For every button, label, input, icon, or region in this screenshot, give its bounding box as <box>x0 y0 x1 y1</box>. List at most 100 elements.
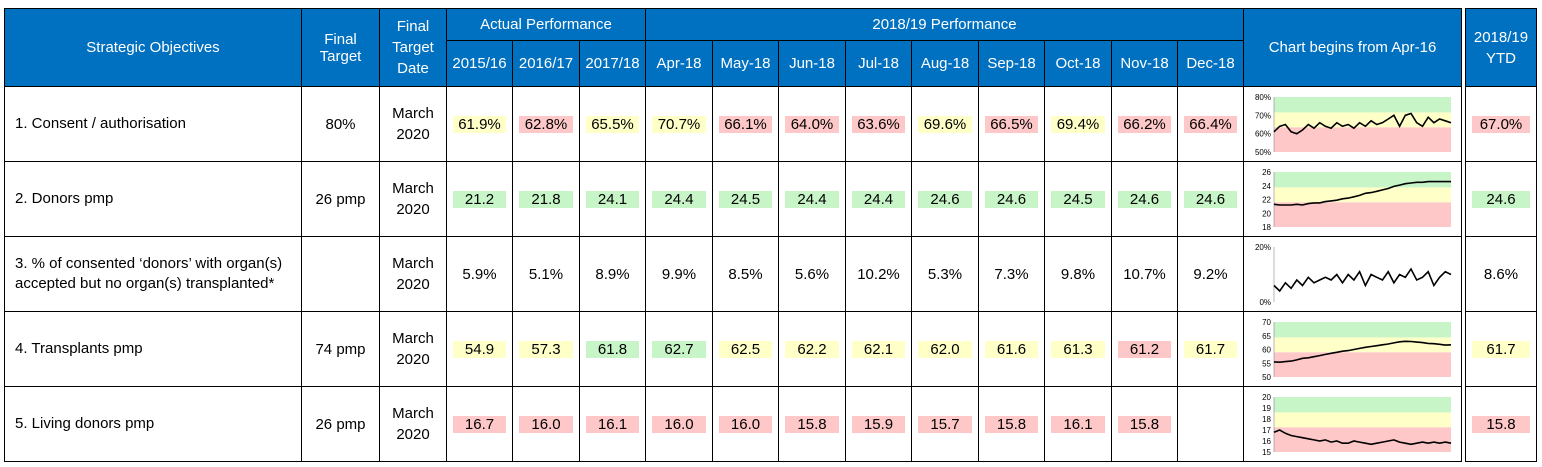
sparkline-chart: 26 24 22 20 18 <box>1262 168 1451 232</box>
objective-label: 4. Transplants pmp <box>4 311 302 387</box>
ytd-value: 67.0% <box>1472 115 1530 133</box>
value-cell: 24.6 <box>1118 190 1171 208</box>
header-ytd: 2018/19 YTD <box>1465 8 1537 87</box>
table-row: 3. % of consented ‘donors’ with organ(s)… <box>4 236 1537 312</box>
value-cell: 24.6 <box>1184 190 1237 208</box>
final-target <box>301 236 380 312</box>
table-row: 4. Transplants pmp 74 pmp March 2020 54.9 57… <box>4 311 1537 387</box>
y-tick-label: 18 <box>1262 415 1271 424</box>
value-cell: 69.4% <box>1051 115 1105 133</box>
value-cell: 5.9% <box>453 265 506 283</box>
header-final-target: Final Target <box>301 8 380 87</box>
series-line <box>1273 429 1452 446</box>
value-cell: 61.7 <box>1184 340 1237 358</box>
value-cell: 54.9 <box>453 340 506 358</box>
y-tick-label: 50 <box>1262 373 1271 382</box>
y-tick-label: 20 <box>1262 393 1271 402</box>
period-header: Jul-18 <box>845 40 912 87</box>
value-cell: 16.0 <box>519 415 573 433</box>
ytd-value: 61.7 <box>1472 340 1530 358</box>
period-header: Apr-18 <box>645 40 713 87</box>
series-line <box>1273 112 1452 135</box>
trend-chart-cell: 26 24 22 20 18 <box>1243 161 1462 237</box>
y-tick-label: 15 <box>1262 448 1271 457</box>
value-cell: 16.0 <box>652 415 706 433</box>
red-band <box>1274 127 1451 152</box>
y-tick-label: 19 <box>1262 404 1271 413</box>
y-tick-label: 24 <box>1262 182 1271 191</box>
y-tick-label: 50% <box>1255 148 1271 157</box>
value-cell: 21.8 <box>519 190 573 208</box>
y-tick-label: 20% <box>1255 243 1271 252</box>
value-cell: 66.5% <box>985 115 1038 133</box>
red-band <box>1274 352 1451 377</box>
value-cell: 65.5% <box>586 115 639 133</box>
y-tick-label: 17 <box>1262 426 1271 435</box>
header-2018-19-performance: 2018/19 Performance <box>645 8 1244 41</box>
series-line <box>1273 340 1452 364</box>
period-header: Oct-18 <box>1044 40 1112 87</box>
green-band <box>1274 397 1451 413</box>
value-cell: 66.1% <box>719 115 772 133</box>
period-header: Jun-18 <box>778 40 846 87</box>
sparkline-chart: 20 19 18 17 16 15 <box>1262 393 1452 457</box>
value-cell: 24.6 <box>985 190 1038 208</box>
yellow-band <box>1274 337 1451 353</box>
value-cell: 24.4 <box>852 190 905 208</box>
final-target: 74 pmp <box>301 311 380 387</box>
value-cell: 15.8 <box>785 415 839 433</box>
green-band <box>1274 172 1451 188</box>
final-target-date: March 2020 <box>379 161 447 237</box>
red-band <box>1274 202 1451 227</box>
y-tick-label: 22 <box>1262 196 1271 205</box>
period-header: Aug-18 <box>911 40 979 87</box>
performance-table: Strategic Objectives Final Target Final … <box>4 8 1537 462</box>
trend-chart-cell: 80% 70% 60% 50% <box>1243 86 1462 162</box>
value-cell: 16.1 <box>1051 415 1105 433</box>
value-cell: 10.7% <box>1118 265 1171 283</box>
period-header: 2016/17 <box>512 40 580 87</box>
sparkline-chart: 70 65 60 55 50 <box>1262 318 1452 382</box>
value-cell: 61.2 <box>1118 340 1171 358</box>
value-cell: 8.5% <box>719 265 772 283</box>
period-header: Sep-18 <box>978 40 1045 87</box>
value-cell: 64.0% <box>785 115 839 133</box>
ytd-value: 24.6 <box>1472 190 1530 208</box>
y-tick-label: 16 <box>1262 437 1271 446</box>
table-row: 2. Donors pmp 26 pmp March 2020 21.2 21.8 24.… <box>4 161 1537 237</box>
ytd-value: 8.6% <box>1472 265 1530 283</box>
value-cell: 24.5 <box>719 190 772 208</box>
table-row: 1. Consent / authorisation 80% March 2020 6… <box>4 86 1537 162</box>
value-cell: 9.9% <box>652 265 706 283</box>
green-band <box>1274 322 1451 338</box>
period-header: Dec-18 <box>1177 40 1244 87</box>
value-cell: 66.4% <box>1184 115 1237 133</box>
final-target-date: March 2020 <box>379 86 447 162</box>
final-target: 80% <box>301 86 380 162</box>
ytd-value: 15.8 <box>1472 415 1530 433</box>
value-cell: 16.1 <box>586 415 639 433</box>
series-line <box>1273 180 1451 206</box>
value-cell: 24.4 <box>652 190 706 208</box>
objective-label: 2. Donors pmp <box>4 161 302 237</box>
value-cell: 66.2% <box>1118 115 1171 133</box>
value-cell: 15.7 <box>918 415 972 433</box>
header-chart-caption: Chart begins from Apr-16 <box>1243 8 1462 87</box>
value-cell: 7.3% <box>985 265 1038 283</box>
value-cell: 61.6 <box>985 340 1038 358</box>
value-cell: 61.8 <box>586 340 639 358</box>
value-cell: 10.2% <box>852 265 905 283</box>
value-cell: 16.7 <box>453 415 506 433</box>
value-cell: 62.0 <box>918 340 972 358</box>
yellow-band <box>1274 412 1451 428</box>
value-cell: 62.5 <box>719 340 772 358</box>
value-cell: 62.7 <box>652 340 706 358</box>
value-cell: 57.3 <box>519 340 573 358</box>
trend-chart-cell: 20 19 18 17 16 15 <box>1243 386 1462 462</box>
period-header: 2017/18 <box>579 40 646 87</box>
y-tick-label: 55 <box>1262 359 1271 368</box>
y-tick-label: 0% <box>1259 298 1271 307</box>
trend-chart-cell: 70 65 60 55 50 <box>1243 311 1462 387</box>
final-target: 26 pmp <box>301 161 380 237</box>
value-cell: 9.8% <box>1051 265 1105 283</box>
